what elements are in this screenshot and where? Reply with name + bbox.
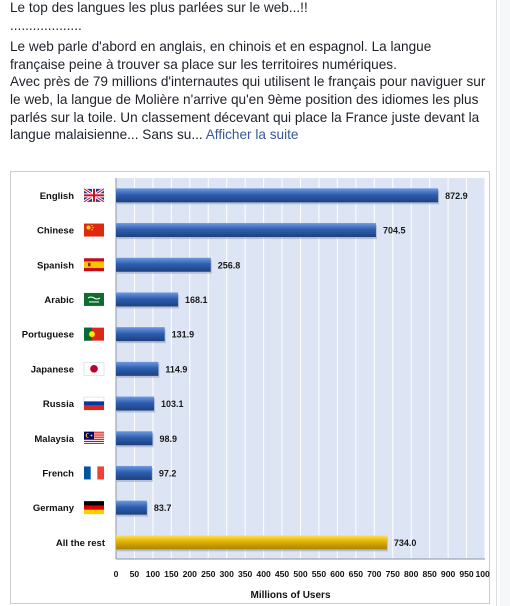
- tick-label: 0: [114, 569, 119, 579]
- category-label: Spanish: [37, 260, 74, 271]
- tick-label: 300: [220, 569, 235, 579]
- chart-image: 872.9 English 704.5 Chinese 256.8 Spanish 168.…: [10, 171, 490, 604]
- tick-label: 800: [404, 569, 419, 579]
- post-dots: ...................: [10, 17, 82, 33]
- value-label: 98.9: [159, 434, 177, 444]
- tick-label: 500: [293, 569, 308, 579]
- value-label: 872.9: [445, 191, 468, 201]
- tick-label: 50: [130, 569, 140, 579]
- tick-label: 650: [349, 569, 364, 579]
- bar-french: [116, 465, 152, 480]
- value-label: 256.8: [218, 260, 241, 270]
- tick-label: 250: [201, 569, 216, 579]
- tick-label: 950: [459, 569, 474, 579]
- tick-label: 100: [146, 569, 161, 579]
- value-label: 83.7: [154, 503, 172, 513]
- bar-all-the-rest: [116, 535, 387, 550]
- value-label: 168.1: [185, 295, 208, 305]
- bar-malaysia: [116, 431, 153, 446]
- post-right-border: [496, 0, 497, 606]
- bar-japanese: [116, 361, 159, 376]
- bar-spanish: [116, 257, 211, 272]
- japan-flag-icon: [83, 362, 105, 376]
- category-label: Malaysia: [34, 434, 74, 445]
- tick-label: 750: [386, 569, 401, 579]
- value-label: 103.1: [161, 399, 184, 409]
- tick-label: 700: [367, 569, 382, 579]
- tick-label: 400: [256, 569, 271, 579]
- category-label: All the rest: [56, 538, 106, 549]
- post-paragraph-1: Le web parle d'abord en anglais, en chin…: [10, 39, 432, 72]
- bar-chart: 872.9 English 704.5 Chinese 256.8 Spanish 168.…: [10, 171, 490, 604]
- category-label: English: [40, 191, 75, 202]
- tick-label: 200: [183, 569, 198, 579]
- tick-label: 1000: [475, 569, 490, 579]
- germany-flag-icon: [84, 501, 104, 515]
- france-flag-icon: [84, 466, 104, 480]
- x-axis-title: Millions of Users: [250, 590, 330, 601]
- tick-label: 600: [330, 569, 345, 579]
- china-flag-icon: [84, 223, 104, 237]
- uk-flag-icon: [83, 187, 105, 204]
- value-label: 704.5: [383, 226, 406, 236]
- tick-label: 900: [441, 569, 456, 579]
- bar-russia: [116, 396, 155, 411]
- category-label: French: [42, 468, 74, 479]
- spain-flag-icon: [84, 258, 104, 272]
- bar-english: [116, 188, 439, 203]
- category-label: Russia: [43, 399, 75, 410]
- tick-label: 450: [275, 569, 290, 579]
- category-label: Portuguese: [22, 330, 74, 341]
- bar-chinese: [116, 223, 376, 238]
- category-label: Arabic: [44, 295, 74, 306]
- malaysia-flag-icon: [84, 431, 104, 445]
- russia-flag-icon: [83, 396, 105, 411]
- bar-portuguese: [116, 327, 165, 342]
- category-label: Germany: [33, 503, 75, 514]
- saudi-flag-icon: [84, 292, 104, 306]
- post-paragraph-2: Avec près de 79 millions d'internautes q…: [10, 73, 490, 143]
- bar-arabic: [116, 292, 179, 307]
- value-label: 114.9: [165, 364, 187, 374]
- scrollbar[interactable]: [500, 0, 510, 606]
- value-label: 734.0: [394, 538, 417, 548]
- portugal-flag-icon: [84, 327, 104, 341]
- value-label: 97.2: [159, 468, 177, 478]
- tick-label: 350: [238, 569, 253, 579]
- post-title: Le top des langues les plus parlées sur …: [10, 0, 308, 15]
- post-body: Le top des langues les plus parlées sur …: [10, 0, 490, 144]
- post-paragraph-2-text: Avec près de 79 millions d'internautes q…: [10, 74, 486, 143]
- bar-germany: [116, 500, 147, 515]
- value-label: 131.9: [172, 330, 195, 340]
- tick-label: 850: [422, 569, 437, 579]
- category-label: Japanese: [31, 364, 74, 375]
- tick-label: 150: [164, 569, 179, 579]
- see-more-link[interactable]: Afficher la suite: [205, 127, 299, 143]
- category-label: Chinese: [37, 226, 74, 237]
- tick-label: 550: [312, 569, 327, 579]
